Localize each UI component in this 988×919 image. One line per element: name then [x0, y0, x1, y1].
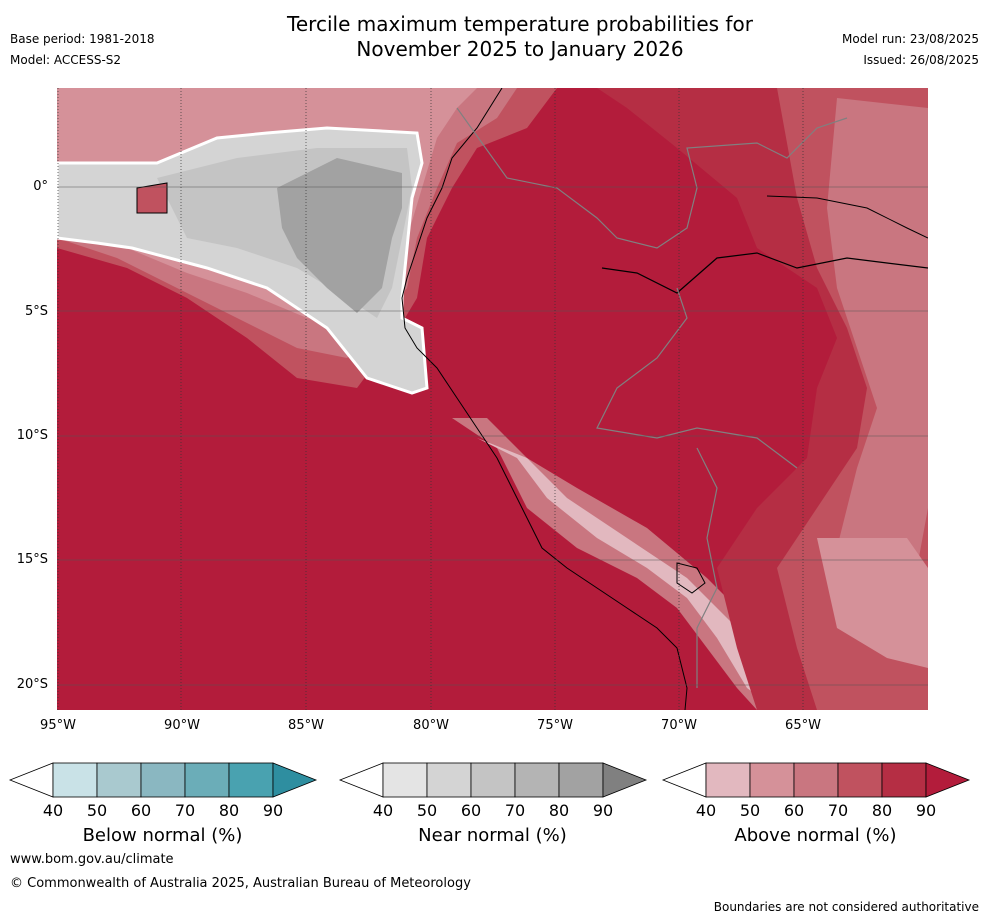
coastline: [401, 88, 688, 710]
meta-left: Base period: 1981-2018 Model: ACCESS-S2: [10, 32, 155, 74]
colorbar-segment: [470, 762, 516, 798]
colorbar-tick-label: 40: [43, 801, 63, 820]
colorbar-segment: [140, 762, 186, 798]
colorbar-segment: [96, 762, 142, 798]
colorbar-segment: [881, 762, 927, 798]
lake-titicaca: [676, 562, 706, 594]
colorbar-above-normal: 40 50 60 70 80 90: [661, 762, 971, 820]
border-bolivia: [696, 447, 718, 688]
gridlines: [57, 186, 928, 686]
galapagos-islands: [136, 182, 168, 214]
colorbar-tick-label: 80: [219, 801, 239, 820]
title-line-1: Tercile maximum temperature probabilitie…: [287, 12, 753, 36]
colorbar-segment: [793, 762, 839, 798]
model-name: Model: ACCESS-S2: [10, 53, 122, 67]
lon-label-95w: 95°W: [40, 718, 76, 733]
colorbar-tick-label: 60: [131, 801, 151, 820]
colorbar-tick-label: 60: [461, 801, 481, 820]
colorbar-arrow-low: [661, 762, 707, 798]
colorbar-segment: [514, 762, 560, 798]
zone-above-40-coast: [477, 438, 802, 710]
footer-disclaimer: Boundaries are not considered authoritat…: [713, 900, 979, 914]
colorbar-tick-label: 70: [175, 801, 195, 820]
colorbar-tick-label: 90: [263, 801, 283, 820]
probability-map: [57, 88, 928, 710]
legend-title-near: Near normal (%): [418, 825, 567, 846]
colorbar-arrow-high: [925, 762, 971, 798]
colorbars: 40 50 60 70 80 90 40 50 60 70 80 90 40 50 60 70 80 90: [8, 762, 971, 820]
colorbar-arrow-low: [338, 762, 384, 798]
colorbar-tick-label: 70: [505, 801, 525, 820]
issued-date: Issued: 26/08/2025: [863, 53, 979, 67]
lon-label-70w: 70°W: [661, 718, 697, 733]
meta-right: Model run: 23/08/2025 Issued: 26/08/2025: [842, 32, 979, 74]
map-svg: [57, 88, 928, 710]
colorbar-tick-label: 40: [373, 801, 393, 820]
colorbar-below-normal: 40 50 60 70 80 90: [8, 762, 318, 820]
lat-label-0: 0°: [33, 179, 48, 194]
colorbar-tick-label: 40: [696, 801, 716, 820]
zone-near-normal-80: [277, 158, 402, 313]
lon-label-80w: 80°W: [413, 718, 449, 733]
colorbar-tick-label: 60: [784, 801, 804, 820]
colorbar-segment: [705, 762, 751, 798]
colorbar-segment: [749, 762, 795, 798]
amazon-river: [601, 252, 928, 294]
colorbar-tick-label: 50: [740, 801, 760, 820]
colorbar-tick-label: 80: [872, 801, 892, 820]
model-run: Model run: 23/08/2025: [841, 32, 979, 46]
footer-copyright: © Commonwealth of Australia 2025, Austra…: [10, 876, 471, 891]
lon-label-90w: 90°W: [164, 718, 200, 733]
colorbar-segment: [228, 762, 274, 798]
colorbar-segment: [382, 762, 428, 798]
legend-title-above: Above normal (%): [734, 825, 897, 846]
colorbar-segment: [558, 762, 604, 798]
lon-label-75w: 75°W: [537, 718, 573, 733]
colorbar-segment: [837, 762, 883, 798]
colorbar-arrow-high: [602, 762, 648, 798]
zone-above-50-se: [817, 538, 928, 668]
lat-label-10s: 10°S: [16, 428, 48, 443]
title-line-2: November 2025 to January 2026: [356, 37, 684, 61]
footer-url[interactable]: www.bom.gov.au/climate: [10, 852, 174, 867]
rio-negro: [766, 195, 928, 239]
colorbar-segment: [52, 762, 98, 798]
colorbar-near-normal: 40 50 60 70 80 90: [338, 762, 648, 820]
border-north: [456, 107, 848, 249]
lon-label-65w: 65°W: [785, 718, 821, 733]
zone-above-60-east: [827, 98, 928, 628]
lat-label-20s: 20°S: [16, 677, 48, 692]
colorbar-tick-label: 80: [549, 801, 569, 820]
lon-label-85w: 85°W: [288, 718, 324, 733]
legend-title-below: Below normal (%): [82, 825, 243, 846]
colorbar-tick-label: 70: [828, 801, 848, 820]
colorbar-segment: [426, 762, 472, 798]
chart-title: Tercile maximum temperature probabilitie…: [0, 12, 988, 62]
lat-label-15s: 15°S: [16, 552, 48, 567]
border-peru-brazil: [596, 287, 798, 469]
colorbar-tick-label: 50: [417, 801, 437, 820]
colorbar-tick-label: 90: [916, 801, 936, 820]
base-period: Base period: 1981-2018: [10, 32, 155, 46]
colorbar-tick-label: 90: [593, 801, 613, 820]
lat-label-5s: 5°S: [24, 304, 48, 319]
colorbar-arrow-low: [8, 762, 54, 798]
colorbar-arrow-high: [272, 762, 318, 798]
colorbar-segment: [184, 762, 230, 798]
colorbar-tick-label: 50: [87, 801, 107, 820]
